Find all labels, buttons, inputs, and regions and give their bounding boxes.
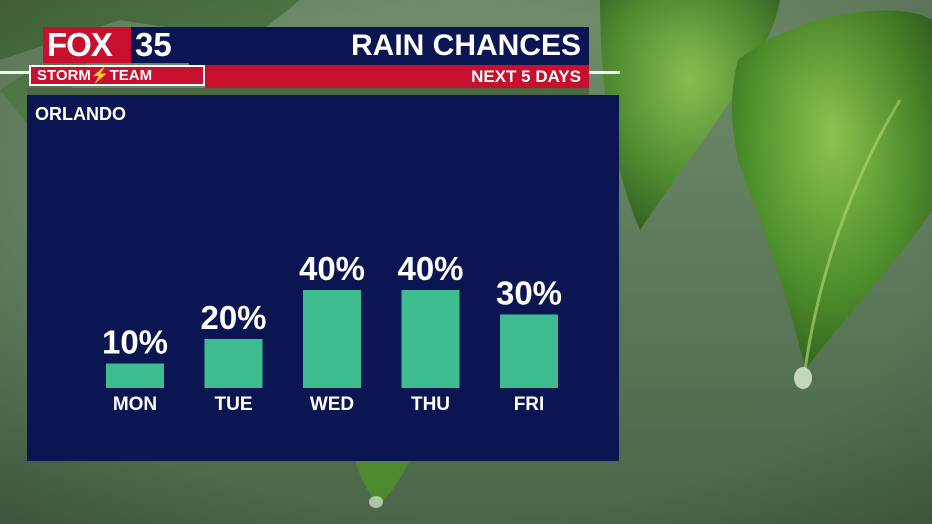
header-underline-strip bbox=[27, 88, 589, 95]
subtitle-bar: NEXT 5 DAYS bbox=[205, 65, 589, 88]
title-bar: RAIN CHANCES bbox=[189, 27, 589, 65]
day-label-fri: FRI bbox=[514, 394, 545, 415]
value-label-tue: 20% bbox=[200, 299, 266, 336]
location-label: ORLANDO bbox=[35, 104, 126, 124]
fox-logo: FOX bbox=[43, 27, 131, 63]
day-label-wed: WED bbox=[310, 394, 354, 415]
storm-team-label: STORM⚡TEAM bbox=[37, 67, 153, 84]
chart-panel bbox=[27, 95, 619, 461]
day-label-tue: TUE bbox=[215, 394, 253, 415]
logo-brand: FOX bbox=[47, 26, 113, 63]
value-label-fri: 30% bbox=[496, 275, 562, 312]
bar-fri bbox=[500, 314, 558, 388]
day-label-thu: THU bbox=[411, 394, 450, 415]
channel-number-logo: 35 bbox=[131, 27, 189, 63]
day-label-mon: MON bbox=[113, 394, 157, 415]
logo-channel: 35 bbox=[135, 26, 172, 63]
chart-title: RAIN CHANCES bbox=[350, 29, 581, 62]
bar-mon bbox=[106, 363, 164, 388]
bar-tue bbox=[204, 339, 263, 388]
bar-wed bbox=[303, 290, 361, 388]
value-label-thu: 40% bbox=[397, 250, 463, 287]
chart-subtitle: NEXT 5 DAYS bbox=[471, 67, 581, 86]
value-label-mon: 10% bbox=[102, 324, 168, 361]
bar-thu bbox=[401, 290, 460, 388]
storm-team-badge: STORM⚡TEAM bbox=[29, 65, 205, 86]
value-label-wed: 40% bbox=[299, 250, 365, 287]
